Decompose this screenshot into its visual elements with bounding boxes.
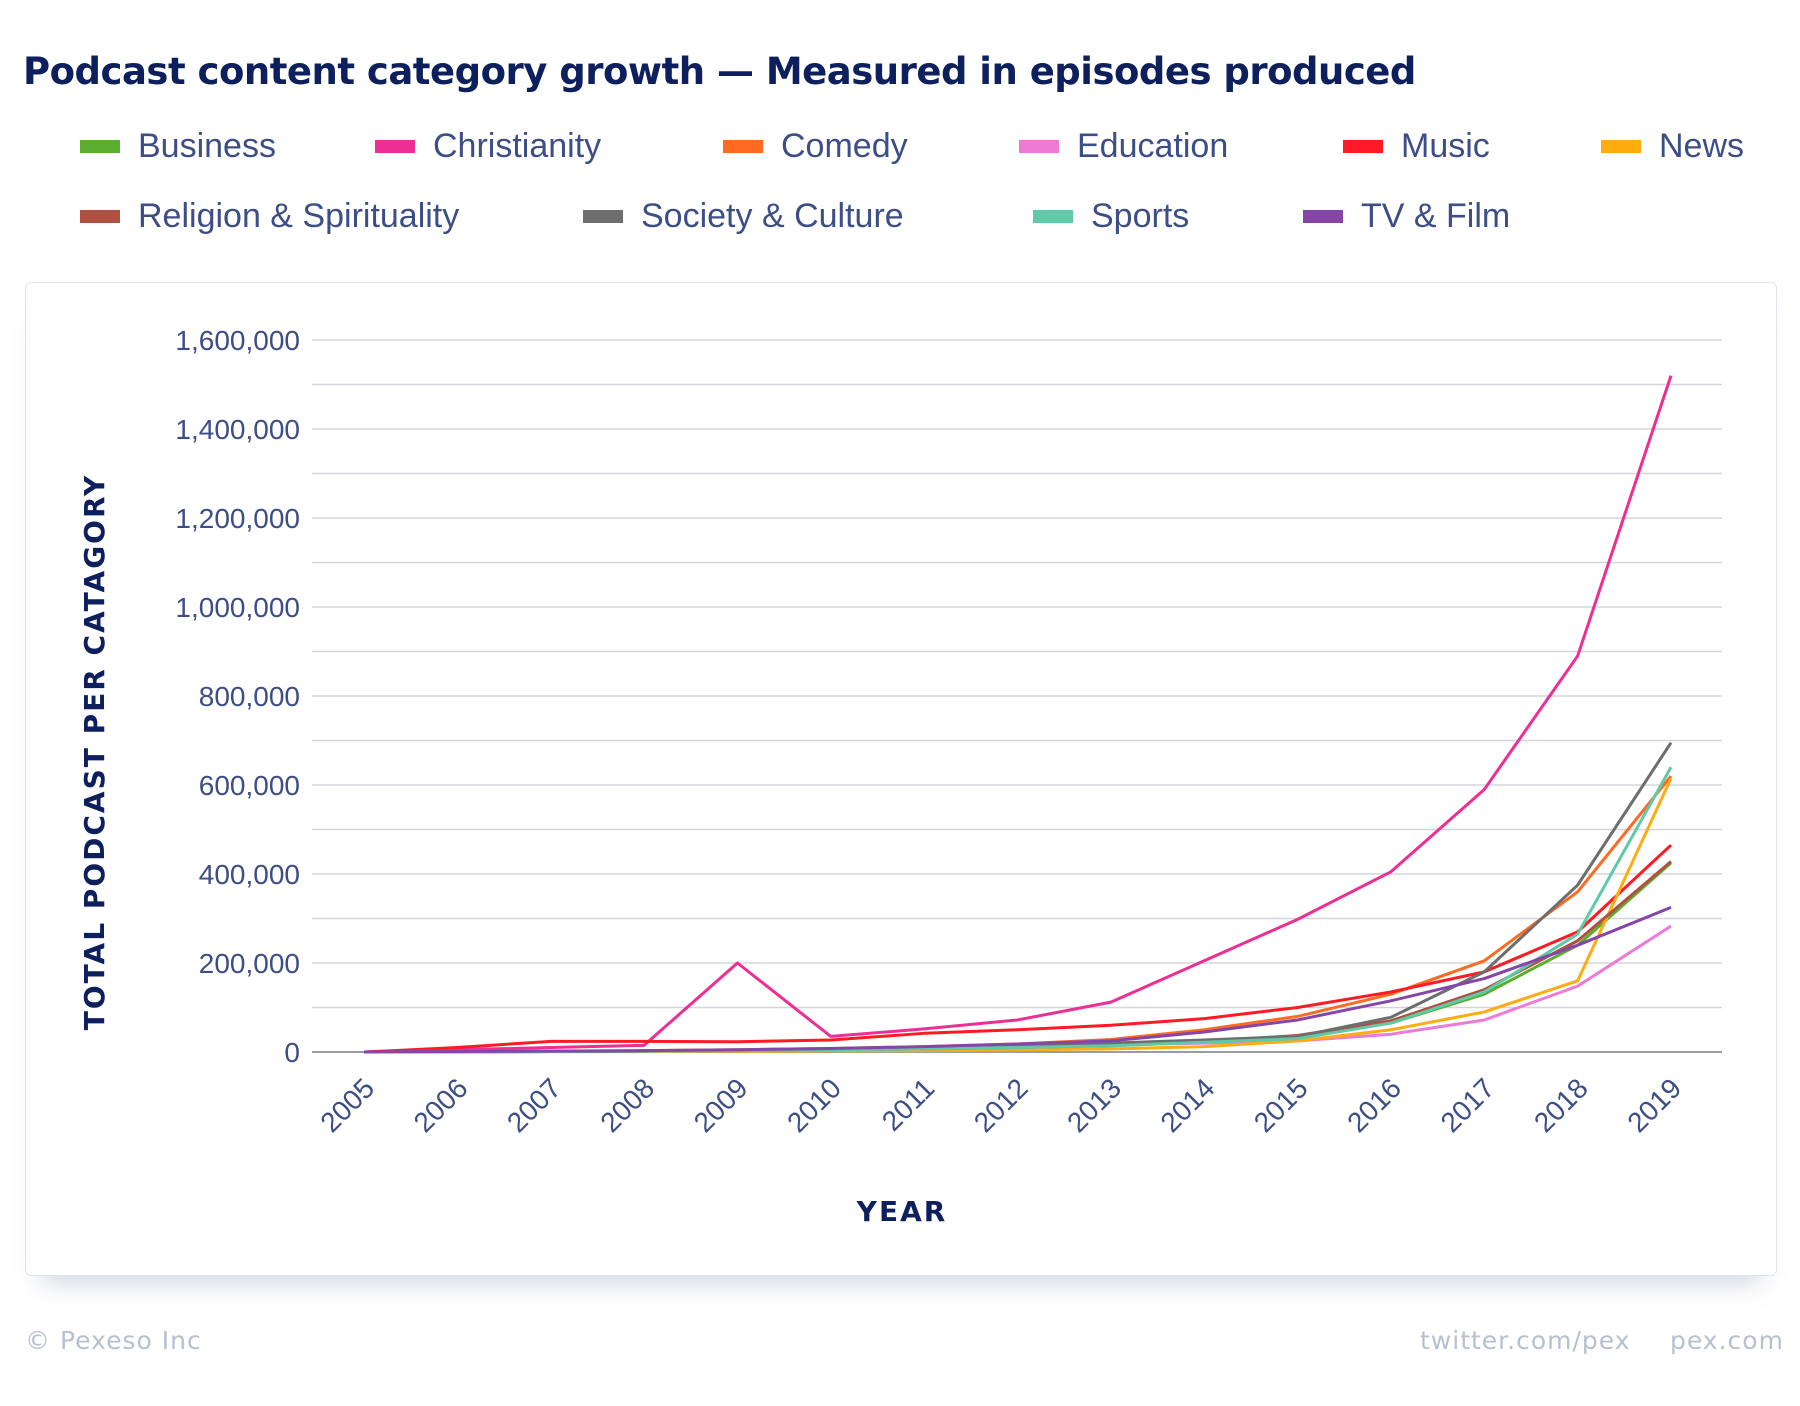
legend-item[interactable]: News	[1601, 127, 1744, 166]
legend-swatch	[723, 140, 763, 153]
legend-label: Comedy	[781, 127, 908, 165]
legend-item[interactable]: Education	[1019, 127, 1228, 166]
chart-card	[25, 282, 1777, 1276]
legend-item[interactable]: Sports	[1033, 197, 1189, 236]
x-tick-label: 2016	[1341, 1072, 1407, 1138]
legend-swatch	[80, 140, 120, 153]
chart-title: Podcast content category growth — Measur…	[23, 50, 1416, 93]
legend-item[interactable]: Comedy	[723, 127, 908, 166]
legend-item[interactable]: Business	[80, 127, 276, 166]
series-line-comedy	[363, 775, 1673, 1054]
y-tick-label: 1,000,000	[175, 592, 300, 623]
x-tick-label: 2017	[1435, 1072, 1501, 1138]
legend-item[interactable]: Christianity	[375, 127, 601, 166]
legend-swatch	[1343, 140, 1383, 153]
y-axis-title: TOTAL PODCAST PER CATAGORY	[78, 474, 111, 1031]
series-line-news	[363, 777, 1673, 1054]
legend-swatch	[375, 140, 415, 153]
x-tick-label: 2006	[408, 1072, 474, 1138]
x-tick-label: 2014	[1154, 1072, 1220, 1138]
legend-label: TV & Film	[1361, 197, 1511, 235]
series-line-music	[363, 843, 1673, 1054]
legend-item[interactable]: Music	[1343, 127, 1490, 166]
legend-label: Education	[1077, 127, 1229, 165]
y-tick-label: 200,000	[199, 948, 300, 979]
legend-label: Society & Culture	[641, 197, 904, 235]
x-tick-label: 2010	[781, 1072, 847, 1138]
series-line-religion-spirituality	[363, 860, 1672, 1054]
legend-swatch	[1601, 140, 1641, 153]
x-tick-label: 2009	[688, 1072, 754, 1138]
x-tick-label: 2013	[1061, 1072, 1127, 1138]
legend-label: Business	[138, 127, 276, 165]
series-line-tv-film	[363, 905, 1672, 1054]
x-tick-label: 2008	[594, 1072, 660, 1138]
y-tick-label: 1,200,000	[175, 503, 300, 534]
site-link[interactable]: pex.com	[1670, 1326, 1784, 1355]
series-line-education	[363, 924, 1672, 1054]
copyright: © Pexeso Inc	[25, 1326, 202, 1355]
legend-swatch	[1019, 140, 1059, 153]
y-tick-label: 1,600,000	[175, 325, 300, 356]
legend-label: Religion & Spirituality	[138, 197, 460, 235]
legend-swatch	[1303, 210, 1343, 223]
y-tick-label: 1,400,000	[175, 414, 300, 445]
legend-label: Sports	[1091, 197, 1190, 235]
legend-swatch	[1033, 210, 1073, 223]
twitter-link[interactable]: twitter.com/pex	[1420, 1326, 1631, 1355]
legend-item[interactable]: TV & Film	[1303, 197, 1510, 236]
x-tick-label: 2007	[501, 1072, 567, 1138]
x-tick-label: 2015	[1248, 1072, 1314, 1138]
y-tick-label: 0	[284, 1037, 300, 1068]
series-line-sports	[363, 766, 1673, 1054]
x-tick-label: 2019	[1621, 1072, 1687, 1138]
series-line-christianity	[363, 375, 1673, 1054]
x-tick-label: 2011	[876, 1072, 941, 1137]
x-tick-label: 2018	[1528, 1072, 1594, 1138]
legend-swatch	[583, 210, 623, 223]
y-tick-label: 800,000	[199, 681, 300, 712]
x-tick-label: 2012	[968, 1072, 1034, 1138]
legend-swatch	[80, 210, 120, 223]
series-line-society-culture	[363, 741, 1673, 1054]
legend-item[interactable]: Religion & Spirituality	[80, 197, 459, 236]
x-tick-label: 2005	[314, 1072, 380, 1138]
x-axis-title: YEAR	[856, 1195, 948, 1228]
series-line-business	[363, 861, 1672, 1054]
legend-label: Music	[1401, 127, 1490, 165]
legend-item[interactable]: Society & Culture	[583, 197, 904, 236]
y-tick-label: 400,000	[199, 859, 300, 890]
legend-label: Christianity	[433, 127, 602, 165]
legend-label: News	[1659, 127, 1745, 165]
y-tick-label: 600,000	[199, 770, 300, 801]
